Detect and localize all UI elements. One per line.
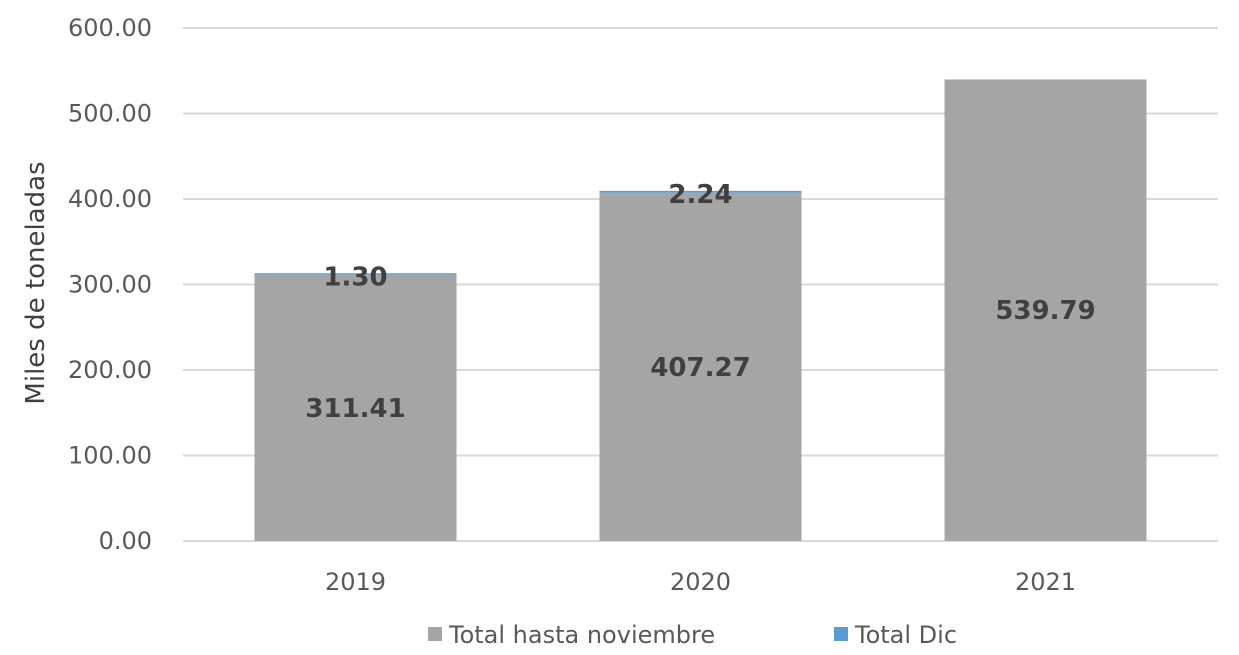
y-tick-label: 300.00 — [68, 271, 152, 299]
legend: Total hasta noviembre Total Dic — [428, 621, 957, 649]
bar-total-dic-2020 — [599, 190, 802, 193]
bar-total-dic-2019 — [254, 273, 457, 275]
bar-total-hasta-noviembre-2020 — [599, 192, 802, 541]
data-label-total-dic: 2.24 — [668, 180, 732, 210]
y-tick-label: 100.00 — [68, 442, 152, 470]
legend-label: Total hasta noviembre — [448, 621, 715, 649]
data-label-total-dic: 1.30 — [323, 263, 387, 293]
x-tick-label: 2021 — [1015, 568, 1076, 596]
data-label-total-hasta-noviembre: 539.79 — [995, 296, 1095, 326]
y-tick-label: 0.00 — [99, 527, 152, 555]
y-tick-labels: 0.00 100.00 200.00 300.00 400.00 500.00 600.00 — [68, 14, 152, 555]
x-tick-label: 2020 — [670, 568, 731, 596]
y-tick-label: 600.00 — [68, 14, 152, 42]
x-tick-labels: 2019 2020 2021 — [325, 568, 1076, 596]
y-tick-label: 500.00 — [68, 100, 152, 128]
data-labels: 311.41 1.30 407.27 2.24 539.79 — [305, 180, 1095, 424]
bars — [254, 79, 1147, 541]
y-axis-title: Miles de toneladas — [21, 161, 51, 404]
y-tick-label: 200.00 — [68, 356, 152, 384]
bar-total-hasta-noviembre-2019 — [254, 274, 457, 541]
bar-total-hasta-noviembre-2021 — [944, 79, 1147, 541]
y-tick-label: 400.00 — [68, 185, 152, 213]
legend-swatch — [834, 627, 848, 641]
data-label-total-hasta-noviembre: 407.27 — [650, 353, 750, 383]
legend-label: Total Dic — [854, 621, 957, 649]
x-tick-label: 2019 — [325, 568, 386, 596]
legend-swatch — [428, 627, 442, 641]
data-label-total-hasta-noviembre: 311.41 — [305, 394, 405, 424]
